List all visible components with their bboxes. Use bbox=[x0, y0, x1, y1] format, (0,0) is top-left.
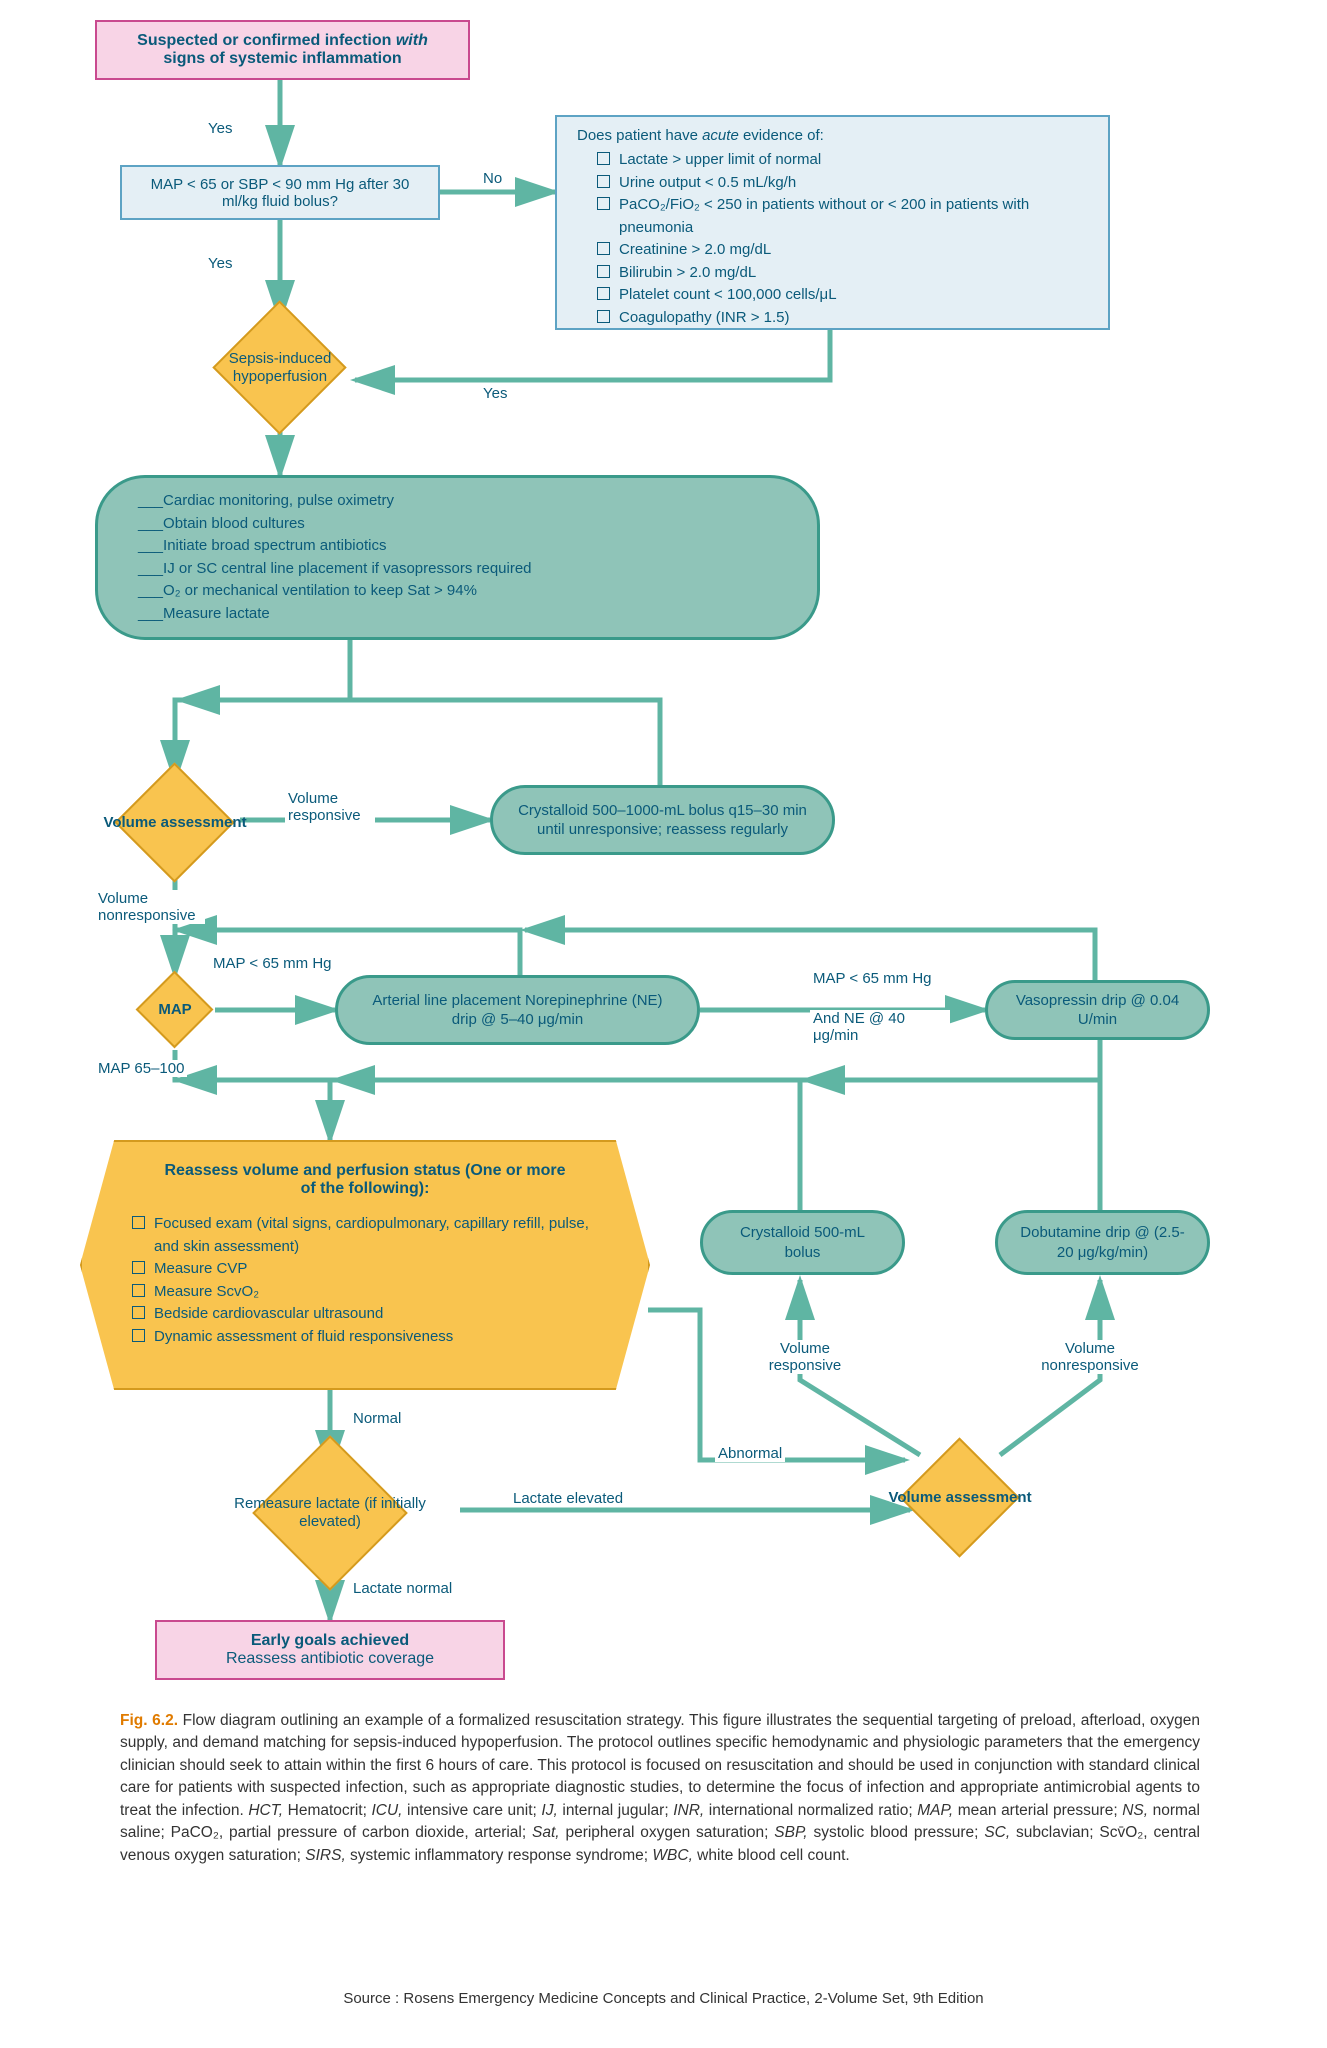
label-normal: Normal bbox=[350, 1410, 404, 1427]
remeasure-diamond: Remeasure lactate (if initially elevated… bbox=[215, 1470, 445, 1555]
label-vol-nonresp: Volume nonresponsive bbox=[95, 890, 205, 924]
label-vol-resp2: Volume responsive bbox=[755, 1340, 855, 1374]
sepsis-diamond: Sepsis-induced hypoperfusion bbox=[215, 320, 345, 415]
goals-box: Early goals achieved Reassess antibiotic… bbox=[155, 1620, 505, 1680]
label-abnormal: Abnormal bbox=[715, 1445, 785, 1462]
crystalloid-bolus-pill: Crystalloid 500–1000-mL bolus q15–30 min… bbox=[490, 785, 835, 855]
label-ne40: And NE @ 40 μg/min bbox=[810, 1010, 950, 1044]
label-map-lt65b: MAP < 65 mm Hg bbox=[810, 970, 935, 987]
reassess-hexagon: Reassess volume and perfusion status (On… bbox=[80, 1140, 650, 1390]
source-line: Source : Rosens Emergency Medicine Conce… bbox=[0, 1990, 1327, 2007]
map-question-box: MAP < 65 or SBP < 90 mm Hg after 30 ml/k… bbox=[120, 165, 440, 220]
figure-caption: Fig. 6.2. Flow diagram outlining an exam… bbox=[120, 1710, 1200, 1867]
reassess-checklist: Focused exam (vital signs, cardiopulmona… bbox=[132, 1213, 598, 1348]
label-map-lt65: MAP < 65 mm Hg bbox=[210, 955, 335, 972]
acute-evidence-box: Does patient have acute evidence of: Lac… bbox=[555, 115, 1110, 330]
label-yes2: Yes bbox=[205, 255, 235, 272]
label-yes3: Yes bbox=[480, 385, 510, 402]
volume-assess2-diamond: Volume assessment bbox=[900, 1455, 1020, 1540]
label-map-65-100: MAP 65–100 bbox=[95, 1060, 187, 1077]
map-diamond: MAP bbox=[140, 975, 210, 1045]
label-vol-resp: Volume responsive bbox=[285, 790, 375, 824]
label-lact-norm: Lactate normal bbox=[350, 1580, 455, 1597]
label-vol-nonresp2: Volume nonresponsive bbox=[1030, 1340, 1150, 1374]
acute-checklist: Lactate > upper limit of normal Urine ou… bbox=[577, 149, 1088, 329]
vasopressin-pill: Vasopressin drip @ 0.04 U/min bbox=[985, 980, 1210, 1040]
label-yes1: Yes bbox=[205, 120, 235, 137]
actions-pill: ___Cardiac monitoring, pulse oximetry __… bbox=[95, 475, 820, 640]
crystalloid-500-pill: Crystalloid 500-mL bolus bbox=[700, 1210, 905, 1275]
actions-list: ___Cardiac monitoring, pulse oximetry __… bbox=[138, 490, 532, 625]
dobutamine-pill: Dobutamine drip @ (2.5-20 μg/kg/min) bbox=[995, 1210, 1210, 1275]
volume-assess-diamond: Volume assessment bbox=[115, 780, 235, 865]
label-lact-elev: Lactate elevated bbox=[510, 1490, 626, 1507]
label-no1: No bbox=[480, 170, 505, 187]
start-box: Suspected or confirmed infection with si… bbox=[95, 20, 470, 80]
arterial-line-pill: Arterial line placement Norepinephrine (… bbox=[335, 975, 700, 1045]
